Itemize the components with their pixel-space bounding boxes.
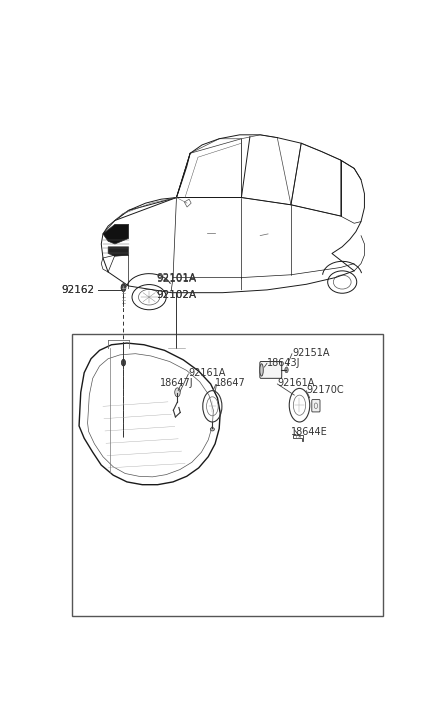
- Text: 92102A: 92102A: [157, 290, 197, 300]
- Polygon shape: [108, 246, 129, 257]
- Text: 92101A: 92101A: [157, 273, 197, 284]
- Text: 18647J: 18647J: [161, 378, 194, 387]
- Circle shape: [285, 367, 288, 373]
- Circle shape: [175, 387, 180, 397]
- Text: 92101A: 92101A: [157, 274, 197, 284]
- FancyBboxPatch shape: [312, 400, 320, 412]
- Text: 92151A: 92151A: [293, 348, 330, 358]
- Text: 92161A: 92161A: [188, 368, 226, 378]
- Bar: [72, 334, 383, 616]
- Circle shape: [121, 359, 126, 366]
- Text: 92102A: 92102A: [157, 290, 197, 300]
- Ellipse shape: [260, 364, 263, 376]
- Text: 18644E: 18644E: [291, 427, 328, 436]
- FancyBboxPatch shape: [260, 361, 282, 378]
- Circle shape: [121, 284, 126, 292]
- Text: 92170C: 92170C: [306, 385, 344, 395]
- Ellipse shape: [210, 427, 214, 431]
- Text: 92161A: 92161A: [277, 378, 315, 387]
- Text: 18647: 18647: [215, 378, 246, 387]
- Text: 18643J: 18643J: [267, 358, 300, 368]
- Polygon shape: [103, 225, 129, 244]
- Text: 92162: 92162: [61, 285, 94, 295]
- Text: 92162: 92162: [61, 285, 94, 295]
